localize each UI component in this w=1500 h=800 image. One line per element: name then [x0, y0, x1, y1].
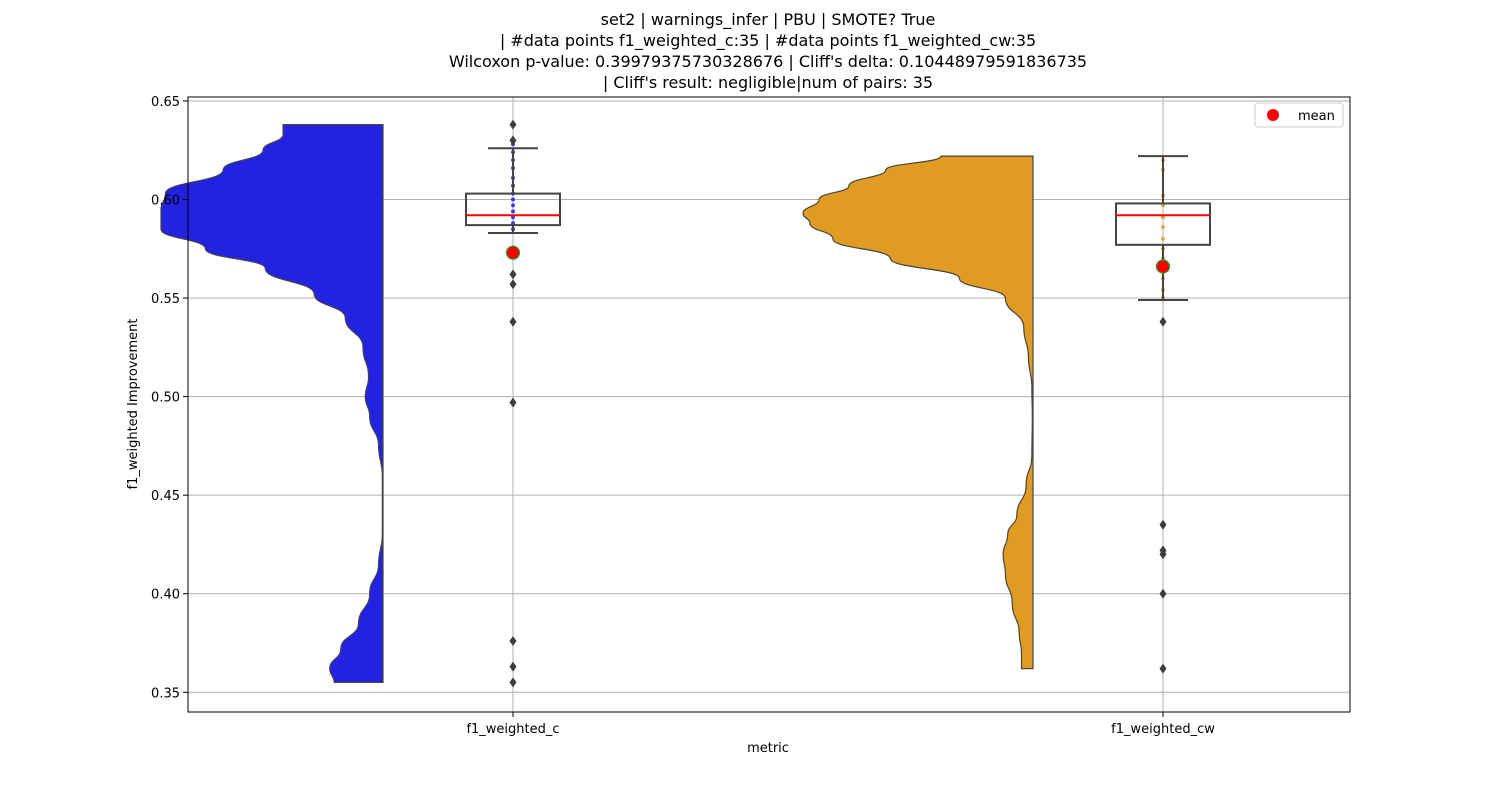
outlier-point — [1159, 588, 1167, 599]
violin-f1_weighted_cw — [802, 155, 1034, 670]
title-line-2: | #data points f1_weighted_c:35 | #data … — [500, 31, 1036, 51]
outlier-point — [1159, 663, 1167, 674]
y-tick-label: 0.35 — [151, 686, 180, 701]
outlier-point — [509, 677, 517, 688]
strip-point — [511, 203, 515, 208]
violin-f1_weighted_c — [160, 123, 384, 684]
y-tick-label: 0.50 — [151, 391, 180, 406]
x-tick-label: f1_weighted_c — [466, 722, 559, 737]
outlier-point — [1159, 519, 1167, 530]
outlier-point — [1159, 549, 1167, 560]
mean-marker — [505, 245, 521, 260]
strip-point — [511, 197, 515, 202]
legend-mean-label: mean — [1298, 109, 1335, 124]
outlier-point — [509, 397, 517, 408]
box-f1_weighted_cw — [1115, 202, 1211, 246]
title-line-3: Wilcoxon p-value: 0.39979375730328676 | … — [449, 52, 1087, 71]
x-axis-label: metric — [747, 741, 789, 756]
box-layer — [465, 119, 1211, 688]
mean-marker — [1155, 259, 1171, 274]
legend-frame — [1254, 102, 1344, 128]
strip-point — [1161, 225, 1165, 230]
outlier-point — [509, 316, 517, 327]
y-tick-label: 0.65 — [151, 95, 180, 110]
outlier-point — [509, 661, 517, 672]
outlier-point — [509, 119, 517, 130]
outlier-point — [509, 636, 517, 647]
violin-layer — [160, 123, 1034, 684]
plot-area-frame — [187, 96, 1351, 713]
box-f1_weighted_c — [465, 192, 561, 227]
strip-point — [511, 209, 515, 214]
outlier-point — [509, 135, 517, 146]
y-axis: 0.35 0.40 0.45 0.50 0.55 0.60 0.65 — [151, 95, 188, 701]
outlier-point — [509, 269, 517, 280]
strip-point — [1161, 236, 1165, 241]
y-tick-label: 0.45 — [151, 489, 180, 504]
y-tick-label: 0.40 — [151, 588, 180, 603]
y-axis-label: f1_weighted Improvement — [126, 318, 141, 489]
x-axis: f1_weighted_c f1_weighted_cw — [466, 712, 1215, 737]
title-line-1: set2 | warnings_infer | PBU | SMOTE? Tru… — [601, 10, 936, 30]
outlier-point — [1159, 316, 1167, 327]
x-tick-label: f1_weighted_cw — [1111, 722, 1215, 737]
title-line-4: | Cliff's result: negligible|num of pair… — [603, 73, 933, 92]
chart-title: set2 | warnings_infer | PBU | SMOTE? Tru… — [449, 10, 1087, 92]
outlier-point — [509, 279, 517, 290]
y-tick-label: 0.55 — [151, 292, 180, 307]
legend: mean — [1254, 102, 1344, 128]
y-tick-label: 0.60 — [151, 194, 180, 209]
legend-mean-marker — [1267, 109, 1279, 121]
